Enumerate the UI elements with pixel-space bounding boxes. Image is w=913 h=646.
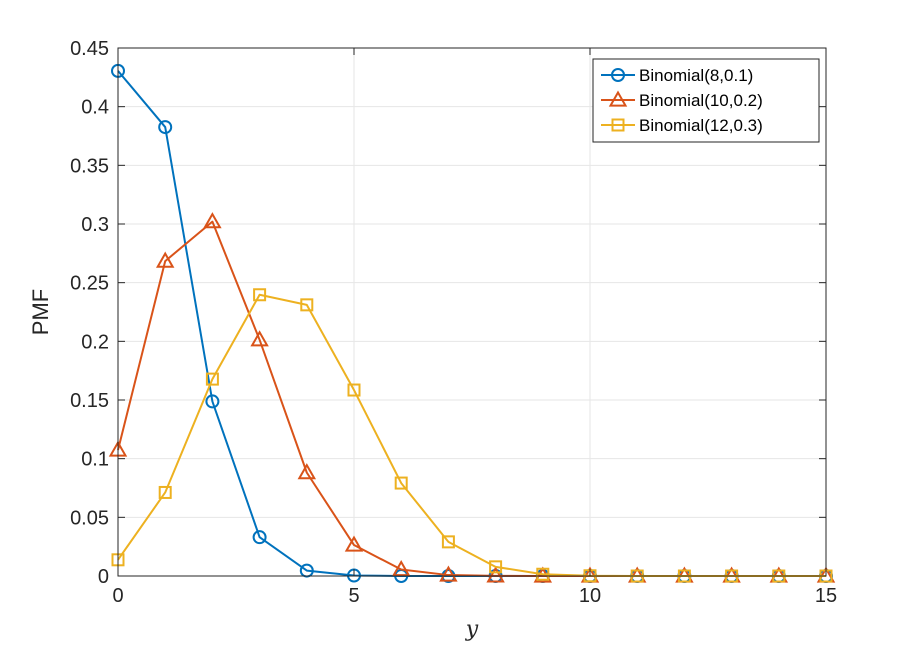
data-point [300, 298, 314, 312]
series-line [117, 220, 826, 577]
legend-label: Binomial(8,0.1) [639, 66, 753, 85]
data-point [205, 372, 219, 386]
y-tick-label: 0.2 [81, 331, 109, 353]
data-point [391, 560, 411, 577]
legend-marker [611, 68, 625, 82]
data-point [252, 530, 267, 545]
legend-marker [611, 118, 625, 132]
data-point [344, 535, 364, 552]
plot-frame [117, 47, 827, 577]
x-tick-label: 5 [348, 585, 359, 607]
x-axis: 0 5 10 15 [112, 48, 837, 607]
legend: Binomial(8,0.1) Binomial(10,0.2) Binomial(… [592, 58, 820, 143]
y-tick-label: 0 [98, 566, 109, 588]
data-point [253, 288, 267, 302]
y-tick-label: 0.3 [81, 214, 109, 236]
y-tick-label: 0.15 [70, 390, 109, 412]
data-point [158, 485, 172, 499]
data-point [158, 120, 173, 135]
series-3 [111, 288, 833, 583]
y-axis-label: PMF [28, 289, 53, 335]
data-point [297, 463, 317, 480]
data-point [439, 565, 458, 582]
data-point [486, 566, 505, 583]
data-point [441, 535, 455, 549]
data-point [155, 251, 175, 268]
x-tick-label: 10 [579, 585, 601, 607]
y-axis: 0 0.05 0.1 0.15 0.2 0.25 0.3 0.35 0.4 0.45 [70, 38, 826, 588]
data-point [205, 394, 220, 409]
x-tick-label: 0 [112, 585, 123, 607]
data-point [489, 560, 503, 574]
data-point [299, 563, 314, 578]
series-line [117, 70, 826, 577]
legend-item: Binomial(8,0.1) [601, 66, 753, 85]
data-point [203, 212, 222, 229]
legend-marker [608, 90, 628, 107]
legend-label: Binomial(10,0.2) [639, 91, 763, 110]
legend-item: Binomial(12,0.3) [601, 116, 763, 135]
y-tick-label: 0.1 [81, 449, 109, 471]
y-tick-label: 0.25 [70, 273, 109, 295]
data-point [536, 567, 550, 581]
x-axis-label: y [465, 617, 479, 642]
data-point [347, 383, 361, 397]
x-tick-label: 15 [815, 585, 837, 607]
legend-item: Binomial(10,0.2) [601, 90, 763, 110]
y-tick-label: 0.35 [70, 155, 109, 177]
y-tick-label: 0.45 [70, 38, 109, 60]
data-point [250, 330, 269, 347]
legend-label: Binomial(12,0.3) [639, 116, 763, 135]
series-2 [108, 212, 836, 583]
y-tick-label: 0.4 [81, 97, 109, 119]
y-tick-label: 0.05 [70, 507, 109, 529]
data-point [394, 476, 408, 490]
